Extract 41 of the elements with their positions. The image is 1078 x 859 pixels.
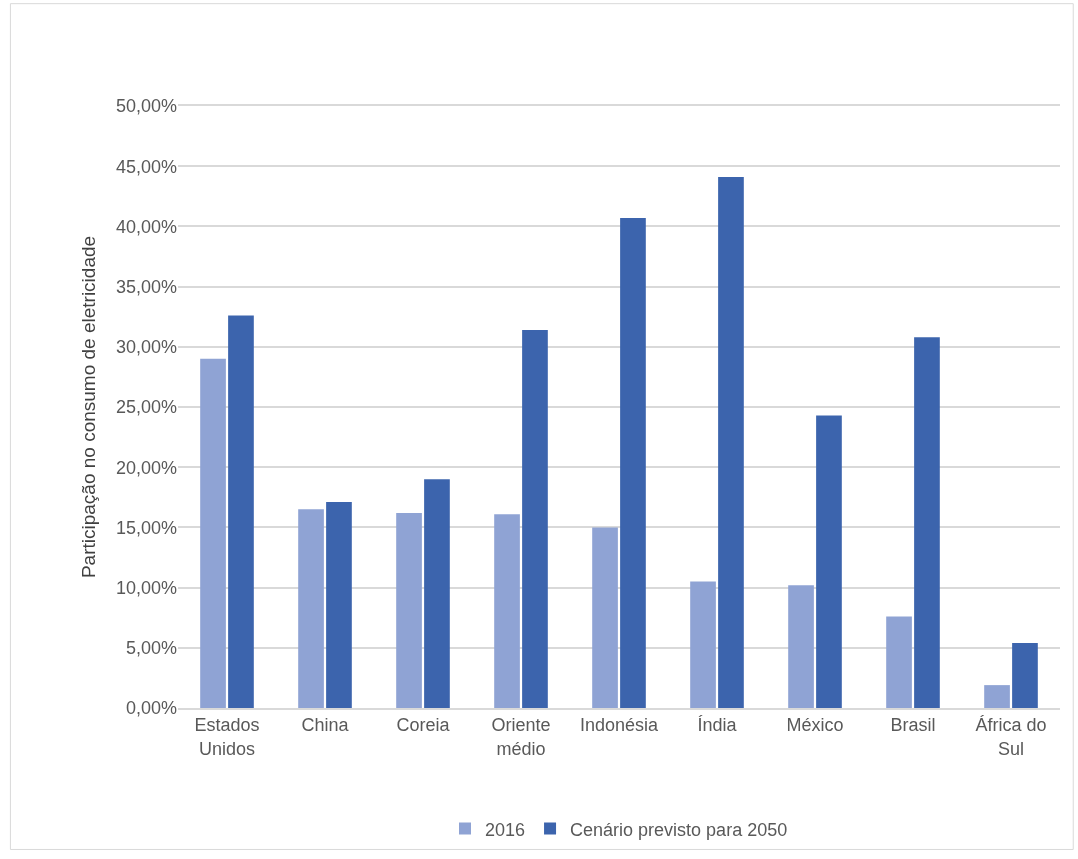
y-axis-title: Participação no consumo de eletricidade	[77, 235, 99, 579]
bar	[228, 315, 254, 708]
bar	[914, 337, 940, 708]
bar	[690, 581, 716, 708]
bar	[788, 585, 814, 708]
x-tick-label: México	[786, 715, 844, 736]
y-tick-label: 40,00%	[115, 216, 177, 237]
bar	[200, 358, 226, 708]
bar	[1012, 642, 1038, 708]
bar	[592, 527, 618, 708]
bar	[326, 502, 352, 708]
y-tick-label: 25,00%	[115, 397, 177, 418]
bar	[620, 217, 646, 708]
y-tick-label: 15,00%	[115, 517, 177, 538]
y-tick-label: 50,00%	[115, 96, 177, 117]
x-tick-label: África do Sul	[975, 715, 1047, 759]
y-tick-label: 30,00%	[115, 337, 177, 358]
y-tick-label: 0,00%	[125, 698, 177, 719]
bar	[522, 329, 548, 708]
bar	[424, 479, 450, 708]
bar	[396, 512, 422, 708]
y-tick-label: 20,00%	[115, 457, 177, 478]
x-tick-label: Índia	[697, 715, 738, 736]
x-tick-label: Indonésia	[579, 715, 660, 736]
x-tick-label: Coreia	[396, 715, 451, 736]
y-tick-label: 35,00%	[115, 276, 177, 297]
bar	[984, 685, 1010, 708]
x-tick-label: Brasil	[890, 715, 936, 736]
y-tick-label: 10,00%	[115, 577, 177, 598]
y-tick-label: 45,00%	[115, 156, 177, 177]
bar	[886, 616, 912, 708]
x-tick-label: Estados Unidos	[194, 715, 260, 759]
legend-label: 2016	[485, 819, 526, 840]
y-tick-label: 5,00%	[125, 638, 177, 659]
bar	[816, 415, 842, 708]
x-tick-label: Oriente médio	[491, 715, 551, 759]
bar	[718, 177, 744, 708]
legend-label: Cenário previsto para 2050	[570, 819, 788, 840]
bar	[298, 509, 324, 708]
bar	[494, 514, 520, 708]
x-tick-label: China	[301, 715, 350, 736]
